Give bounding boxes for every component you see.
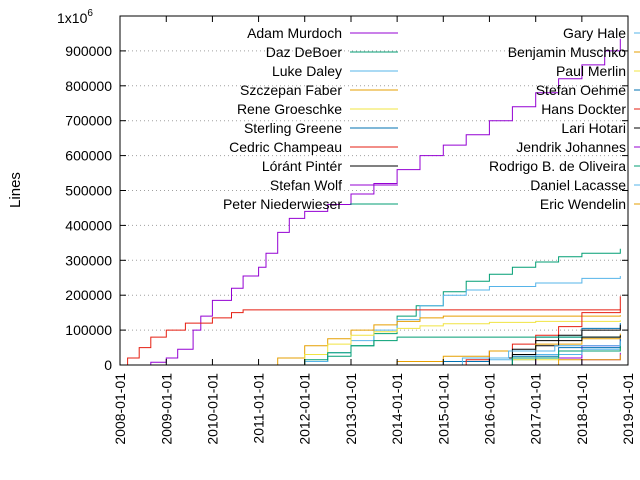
y-axis: 0 100000 200000 300000 400000 500000 600000 700… <box>65 43 628 373</box>
x-tick-label: 2018-01-01 <box>574 373 590 445</box>
legend-label: Cedric Champeau <box>229 139 342 155</box>
legend-label: Benjamin Muschko <box>508 44 626 60</box>
legend-label: Szczepan Faber <box>240 82 342 98</box>
y-tick-label: 200000 <box>65 287 112 303</box>
y-tick-label: 400000 <box>65 217 112 233</box>
series-line-daniel-lacasse <box>416 341 621 366</box>
x-tick-label: 2013-01-01 <box>343 373 359 445</box>
legend-label: Stefan Wolf <box>270 177 342 193</box>
legend: Adam Murdoch Daz DeBoer Luke Daley Szczepan… <box>223 25 640 212</box>
series-line-gary-hale <box>443 345 621 366</box>
x-tick-label: 2010-01-01 <box>204 373 220 445</box>
legend-label: Rodrigo B. de Oliveira <box>489 158 626 174</box>
series-line-l-r-nt-pint-r <box>462 324 621 366</box>
x-tick-label: 2015-01-01 <box>435 373 451 445</box>
x-axis: 2008-01-01 2009-01-01 2010-01-01 2011-01-01… <box>112 16 636 445</box>
x-tick-label: 2011-01-01 <box>251 373 267 444</box>
series-line-hans-dockter <box>120 309 621 366</box>
legend-label: Eric Wendelin <box>540 196 626 212</box>
x-tick-label: 2014-01-01 <box>389 373 405 445</box>
x-tick-label: 2008-01-01 <box>112 373 128 445</box>
legend-label: Daniel Lacasse <box>530 177 626 193</box>
legend-label: Lóránt Pintér <box>262 158 342 174</box>
y-tick-label: 300000 <box>65 252 112 268</box>
y-tick-label: 0 <box>104 357 112 373</box>
y-tick-label: 100000 <box>65 322 112 338</box>
legend-label: Peter Niederwieser <box>223 196 342 212</box>
legend-label: Adam Murdoch <box>247 25 342 41</box>
x-tick-label: 2016-01-01 <box>481 373 497 445</box>
y-tick-label: 800000 <box>65 78 112 94</box>
y-exponent-label: 1x106 <box>57 8 93 26</box>
y-tick-label: 900000 <box>65 43 112 59</box>
y-tick-label: 500000 <box>65 183 112 199</box>
legend-label: Hans Dockter <box>541 101 626 117</box>
grid <box>120 50 628 331</box>
legend-label: Paul Merlin <box>556 63 626 79</box>
y-tick-label: 700000 <box>65 113 112 129</box>
legend-label: Lari Hotari <box>561 120 626 136</box>
legend-label: Rene Groeschke <box>237 101 342 117</box>
legend-label: Sterling Greene <box>244 120 342 136</box>
series-line-sterling-greene <box>397 323 621 366</box>
legend-label: Luke Daley <box>272 63 342 79</box>
series-line-adam-murdoch <box>144 38 621 366</box>
series-line-luke-daley <box>262 276 621 366</box>
x-tick-label: 2012-01-01 <box>297 373 313 445</box>
x-tick-label: 2009-01-01 <box>158 373 174 445</box>
legend-label: Stefan Oehme <box>536 82 626 98</box>
x-tick-label: 2019-01-01 <box>620 373 636 445</box>
y-tick-label: 600000 <box>65 148 112 164</box>
y-axis-title: Lines <box>7 172 24 208</box>
x-tick-label: 2017-01-01 <box>528 373 544 445</box>
legend-label: Daz DeBoer <box>266 44 343 60</box>
legend-label: Jendrik Johannes <box>516 139 626 155</box>
legend-label: Gary Hale <box>563 25 626 41</box>
series-line-rene-groeschke <box>266 320 621 366</box>
series-line-daz-deboer <box>262 248 621 366</box>
